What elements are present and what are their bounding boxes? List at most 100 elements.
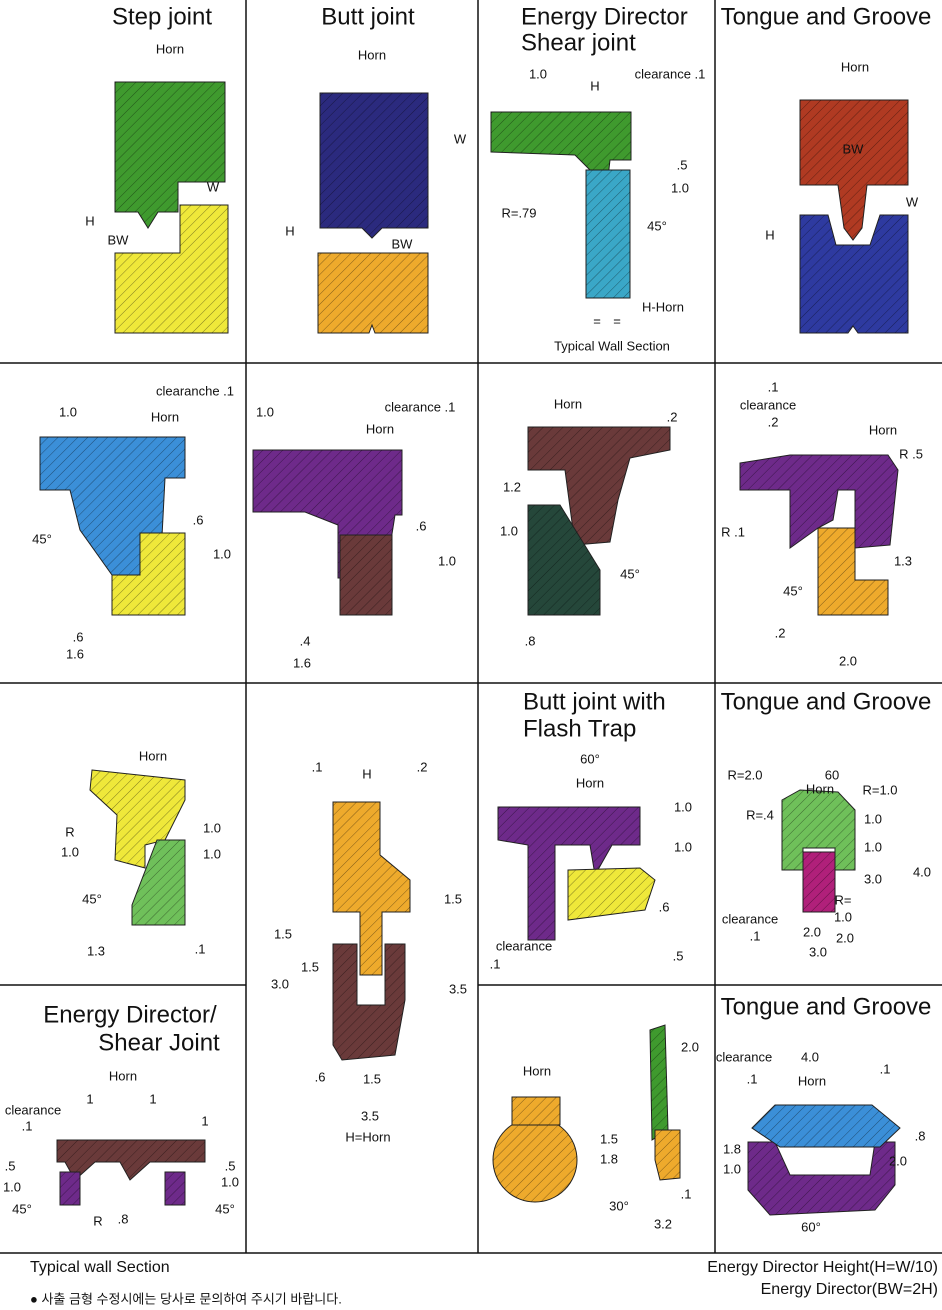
dimension-label: Horn — [109, 1068, 137, 1083]
footer-note: ● 사출 금형 수정시에는 당사로 문의하여 주시기 바랍니다. — [30, 1291, 342, 1306]
dimension-label: .2 — [417, 759, 428, 774]
cell-title: Butt joint — [321, 3, 415, 30]
dimension-label: 60 — [825, 767, 839, 782]
dimension-label: W — [207, 179, 220, 194]
dimension-label: Horn — [798, 1073, 826, 1088]
dimension-label: Horn — [841, 59, 869, 74]
dimension-label: .1 — [312, 759, 323, 774]
hatch — [333, 944, 405, 1060]
hatch — [800, 215, 908, 333]
dimension-label: 1.6 — [66, 646, 84, 661]
cell-title: Energy Director/ — [43, 1001, 217, 1028]
hatch — [57, 1140, 205, 1180]
dimension-label: 1.3 — [894, 553, 912, 568]
dimension-label: R .1 — [721, 524, 745, 539]
hatch — [803, 852, 835, 912]
hatch — [818, 528, 888, 615]
dimension-label: 4.0 — [913, 864, 931, 879]
hatch — [655, 1130, 680, 1180]
dimension-label: .2 — [775, 625, 786, 640]
cell-title: Butt joint with — [523, 688, 666, 715]
hatch — [782, 790, 855, 870]
hatch — [586, 170, 630, 298]
dimension-label: 1.2 — [503, 479, 521, 494]
dimension-label: .5 — [677, 157, 688, 172]
dimension-label: .1 — [22, 1118, 33, 1133]
dimension-label: 45° — [783, 583, 803, 598]
dimension-label: 60° — [801, 1219, 821, 1234]
dimension-label: Typical Wall Section — [554, 338, 670, 353]
cell-title: Tongue and Groove — [721, 993, 932, 1020]
hatch — [320, 93, 428, 238]
footer-right: Energy Director Height(H=W/10) — [707, 1259, 938, 1276]
hatch — [112, 533, 185, 615]
dimension-label: 2.0 — [889, 1153, 907, 1168]
hatch — [752, 1105, 900, 1147]
hatch — [650, 1025, 668, 1140]
footer-right: Energy Director(BW=2H) — [761, 1281, 938, 1298]
hatch — [115, 205, 228, 333]
dimension-label: 1.8 — [723, 1141, 741, 1156]
dimension-label: 3.0 — [271, 976, 289, 991]
dimension-label: 1.0 — [834, 909, 852, 924]
dimension-label: .6 — [193, 512, 204, 527]
hatch — [493, 1118, 577, 1202]
dimension-label: W — [454, 131, 467, 146]
dimension-label: 1.0 — [213, 546, 231, 561]
dimension-label: 60° — [580, 751, 600, 766]
dimension-label: H-Horn — [642, 299, 684, 314]
dimension-label: BW — [108, 232, 130, 247]
hatch — [333, 802, 410, 975]
dimension-label: R=.4 — [746, 807, 774, 822]
dimension-label: 30° — [609, 1198, 629, 1213]
dimension-label: .5 — [5, 1158, 16, 1173]
dimension-label: 1 — [86, 1091, 93, 1106]
dimension-label: .2 — [667, 409, 678, 424]
dimension-label: clearance — [5, 1102, 61, 1117]
dimension-label: 1.5 — [301, 959, 319, 974]
footer-left: Typical wall Section — [30, 1259, 170, 1276]
dimension-label: .2 — [768, 414, 779, 429]
dimension-label: 3.5 — [449, 981, 467, 996]
dimension-label: clearance — [740, 397, 796, 412]
dimension-label: 1 — [149, 1091, 156, 1106]
dimension-label: 1.0 — [221, 1174, 239, 1189]
dimension-label: 1.0 — [674, 799, 692, 814]
hatch — [498, 807, 640, 940]
dimension-label: = — [593, 313, 601, 328]
dimension-label: BW — [392, 236, 414, 251]
dimension-label: .6 — [416, 518, 427, 533]
hatch — [60, 1172, 80, 1205]
dimension-label: 1.3 — [87, 943, 105, 958]
dimension-label: 1.0 — [500, 523, 518, 538]
dimension-label: 1 — [201, 1113, 208, 1128]
dimension-label: H — [765, 227, 774, 242]
dimension-label: R — [93, 1213, 102, 1228]
dimension-label: 2.0 — [681, 1039, 699, 1054]
dimension-label: 1.0 — [723, 1161, 741, 1176]
dimension-label: Horn — [806, 781, 834, 796]
cell-title: Shear Joint — [98, 1029, 220, 1056]
dimension-label: H — [362, 766, 371, 781]
dimension-label: .1 — [768, 379, 779, 394]
dimension-label: R=1.0 — [862, 782, 897, 797]
dimension-label: Horn — [869, 422, 897, 437]
dimension-label: clearanche .1 — [156, 383, 234, 398]
dimension-label: 1.0 — [3, 1179, 21, 1194]
dimension-label: Horn — [358, 47, 386, 62]
dimension-label: = — [613, 313, 621, 328]
dimension-label: R — [65, 824, 74, 839]
dimension-label: Horn — [156, 41, 184, 56]
grid — [0, 0, 942, 1254]
dimension-label: .4 — [300, 633, 311, 648]
dimension-label: Horn — [554, 396, 582, 411]
dimension-label: .8 — [525, 633, 536, 648]
dimension-label: clearance — [722, 911, 778, 926]
dimension-label: Horn — [523, 1063, 551, 1078]
dimension-label: 1.0 — [256, 404, 274, 419]
cell-title: Shear joint — [521, 29, 636, 56]
hatch — [165, 1172, 185, 1205]
dimension-label: R=.79 — [501, 205, 536, 220]
dimension-label: 3.2 — [654, 1216, 672, 1231]
dimension-label: BW — [843, 141, 865, 156]
